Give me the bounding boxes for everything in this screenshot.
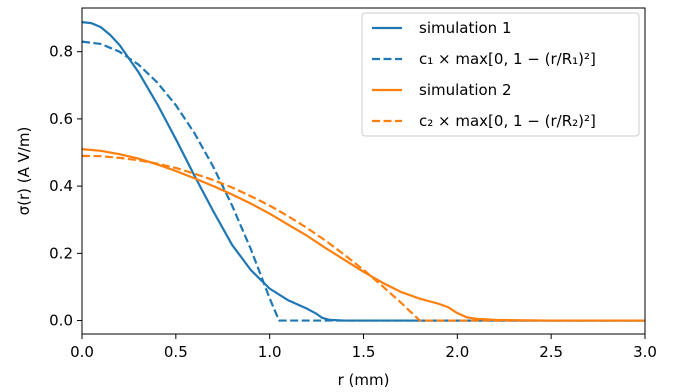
x-tick-label: 0.0: [70, 343, 94, 361]
series-line-4: [81, 154, 645, 322]
legend-label-fit-1: c₁ × max[0, 1 − (r/R₁)²]: [419, 50, 596, 68]
x-tick-label: 3.0: [633, 343, 657, 361]
legend-label-simulation-2: simulation 2: [419, 81, 512, 99]
y-tick-label: 0.8: [49, 43, 73, 61]
x-tick-label: 0.5: [164, 343, 188, 361]
legend-box: [361, 12, 640, 137]
y-tick-label: 0.2: [49, 244, 73, 262]
legend-label-fit-2: c₂ × max[0, 1 − (r/R₂)²]: [419, 112, 596, 130]
x-axis-label: r (mm): [338, 371, 390, 389]
x-tick-label: 1.5: [352, 343, 376, 361]
y-axis-label: σ(r) (A V/m): [15, 127, 33, 216]
y-tick-label: 0.0: [49, 312, 73, 330]
y-axis-ticks: 0.0 0.2 0.4 0.6 0.8: [49, 43, 82, 330]
x-tick-label: 1.0: [258, 343, 282, 361]
legend-label-simulation-1: simulation 1: [419, 19, 512, 37]
y-tick-label: 0.4: [49, 177, 73, 195]
x-tick-label: 2.5: [539, 343, 563, 361]
series-line-1: [81, 21, 645, 322]
x-tick-label: 2.0: [445, 343, 469, 361]
series-line-3: [81, 148, 645, 322]
plot-lines: [81, 21, 645, 322]
y-tick-label: 0.6: [49, 110, 73, 128]
legend: simulation 1 c₁ × max[0, 1 − (r/R₁)²] si…: [361, 12, 640, 137]
series-line-2: [81, 40, 645, 322]
x-axis-ticks: 0.0 0.5 1.0 1.5 2.0 2.5 3.0: [70, 334, 657, 361]
